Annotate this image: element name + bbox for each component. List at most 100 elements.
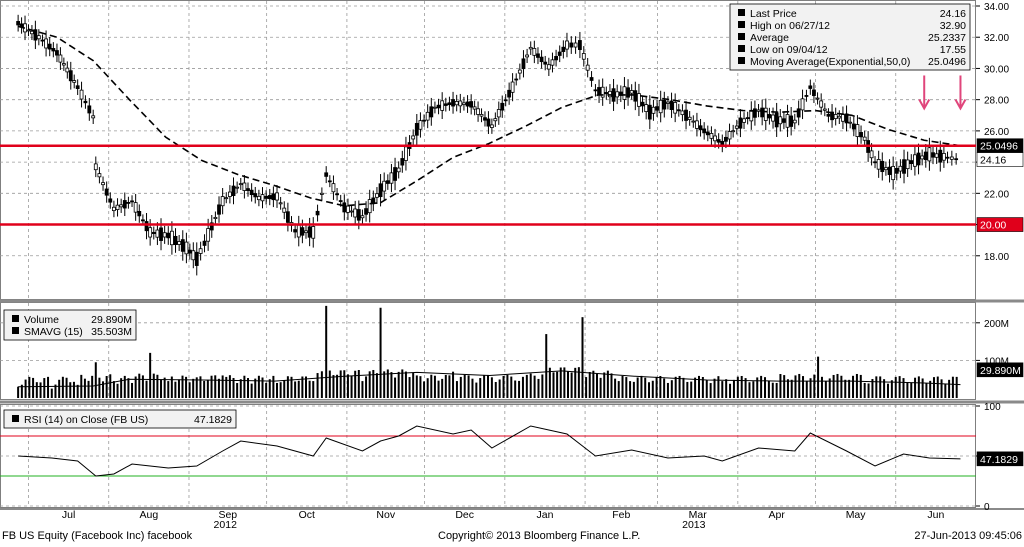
candle-body <box>93 163 98 171</box>
candle-body <box>655 106 659 111</box>
candle-body <box>898 165 903 172</box>
volume-bar <box>490 377 493 398</box>
candle-body <box>275 192 279 201</box>
timestamp: 27-Jun-2013 09:45:06 <box>914 530 1022 542</box>
price-legend-marker <box>738 33 745 40</box>
volume-bar <box>192 378 195 398</box>
volume-bar <box>529 373 532 398</box>
volume-bar <box>459 376 462 398</box>
volume-bar <box>467 375 470 398</box>
candle-body <box>536 53 540 58</box>
candle-body <box>65 67 70 73</box>
price-legend-label: Last Price <box>750 8 797 20</box>
volume-bar <box>316 373 319 398</box>
candle-body <box>342 202 347 213</box>
volume-bar <box>357 369 360 398</box>
candle-body <box>231 185 236 197</box>
candle-body <box>58 54 63 63</box>
candle-body <box>173 235 178 245</box>
y-tick-label: 200M <box>984 319 1009 330</box>
volume-bar <box>254 378 257 398</box>
volume-bar <box>636 377 639 398</box>
candle-body <box>61 63 66 66</box>
y-tick-label: 22.00 <box>984 189 1009 200</box>
volume-legend-label: Volume <box>24 314 59 326</box>
candle-body <box>640 101 645 107</box>
candle-body <box>191 250 196 261</box>
volume-bar <box>925 383 928 398</box>
candle-body <box>55 50 59 56</box>
candle-body <box>87 105 92 114</box>
volume-bar <box>521 376 524 398</box>
volume-bar <box>836 373 839 398</box>
candle-body <box>954 158 959 161</box>
volume-bar <box>455 381 458 398</box>
axis-price-label: 47.1829 <box>980 454 1018 466</box>
candle-body <box>734 125 739 129</box>
candle-body <box>789 115 794 127</box>
candle-body <box>122 200 127 209</box>
volume-bar <box>397 371 400 398</box>
candle-body <box>684 109 688 121</box>
candle-body <box>159 227 163 241</box>
volume-bar <box>483 375 486 398</box>
candle-body <box>91 115 96 119</box>
volume-bar <box>305 376 308 398</box>
candle-body <box>489 124 494 128</box>
volume-bar <box>879 376 882 398</box>
candle-body <box>311 226 316 239</box>
volume-bar <box>354 370 357 398</box>
candle-body <box>753 108 757 118</box>
axis-background <box>976 302 1024 400</box>
volume-bar <box>832 374 835 398</box>
volume-bar <box>325 305 328 398</box>
axis-price-label: 20.00 <box>980 220 1006 232</box>
candle-body <box>709 133 714 139</box>
volume-bar <box>141 375 144 398</box>
volume-bar <box>87 380 90 398</box>
volume-bar <box>167 381 170 398</box>
volume-bar <box>463 374 466 398</box>
volume-bar <box>779 374 782 398</box>
y-tick-label: 34.00 <box>984 2 1009 13</box>
volume-bar <box>663 378 666 398</box>
candle-body <box>220 196 225 207</box>
y-tick-label: 26.00 <box>984 127 1009 138</box>
y-tick-label: 18.00 <box>984 252 1009 263</box>
volume-bar <box>817 356 820 398</box>
volume-bar <box>98 377 101 398</box>
candle-body <box>177 241 182 245</box>
candle-body <box>862 136 867 141</box>
candle-body <box>569 42 574 48</box>
volume-bar <box>863 382 866 398</box>
volume-bar <box>127 378 130 398</box>
candle-body <box>771 114 775 122</box>
candle-body <box>514 78 519 81</box>
volume-bar <box>339 370 342 398</box>
candle-body <box>565 40 569 50</box>
volume-bar <box>614 378 617 398</box>
candle-body <box>738 117 743 129</box>
candle-body <box>256 195 261 201</box>
volume-bar <box>401 369 404 398</box>
volume-bar <box>809 378 812 398</box>
volume-bar <box>276 382 279 398</box>
volume-bar <box>929 380 932 398</box>
volume-bar <box>617 381 620 398</box>
candle-body <box>767 114 772 119</box>
volume-bar <box>58 379 61 398</box>
volume-bar <box>243 375 246 398</box>
volume-bar <box>471 378 474 398</box>
candle-body <box>589 77 594 81</box>
volume-bar <box>498 379 501 398</box>
volume-bar <box>232 377 235 398</box>
volume-bar <box>206 379 209 398</box>
volume-bar <box>94 362 97 398</box>
y-tick-label: 100M <box>984 356 1009 367</box>
volume-bar <box>448 375 451 398</box>
volume-bar <box>346 374 349 398</box>
x-year-label: 2012 <box>214 519 238 531</box>
candle-body <box>133 202 138 213</box>
price-legend-value: 24.16 <box>940 8 966 20</box>
